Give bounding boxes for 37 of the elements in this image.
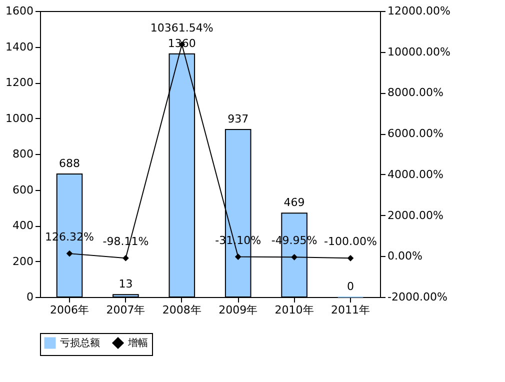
y-tick-label: 400 xyxy=(12,219,34,232)
data-label: -100.00% xyxy=(324,235,377,248)
y-tick-label: 0 xyxy=(26,290,34,304)
data-label: 937 xyxy=(228,112,249,126)
x-tick-label: 2011年 xyxy=(330,304,370,316)
legend-label: 亏损总额 xyxy=(60,337,100,349)
point xyxy=(291,254,298,260)
y2-tick-label: 4000.00% xyxy=(388,168,444,181)
y2-tick-label: 10000.00% xyxy=(388,45,450,58)
data-label: 688 xyxy=(59,157,80,170)
point xyxy=(234,254,242,260)
y-tick-label: 600 xyxy=(12,183,34,196)
y-tick-label: 1600 xyxy=(6,4,34,18)
point xyxy=(347,255,354,262)
data-label: 0 xyxy=(346,280,354,293)
data-label: 13 xyxy=(118,278,133,291)
x-tick-label: 2010年 xyxy=(274,304,314,316)
y-tick-label: 800 xyxy=(12,148,34,160)
x-tick-label: 2008年 xyxy=(162,304,202,316)
y2-tick-label: 6000.00% xyxy=(388,127,444,140)
legend-label: 增幅 xyxy=(127,337,148,349)
x-tick-label: 2009年 xyxy=(218,304,258,316)
y2-tick-label: 12000.00% xyxy=(388,4,450,18)
y2-tick-label: -2000.00% xyxy=(388,290,448,304)
x-tick-label: 2007年 xyxy=(106,304,146,316)
y-tick-label: 1400 xyxy=(6,40,34,54)
x-tick-label: 2006年 xyxy=(50,304,90,316)
y2-tick-label: 2000.00% xyxy=(388,208,444,222)
data-label: 469 xyxy=(284,196,305,210)
y-tick-label: 200 xyxy=(12,254,34,268)
y-tick-label: 1200 xyxy=(6,76,34,89)
y-tick-label: 1000 xyxy=(6,112,34,125)
data-label: 10361.54% xyxy=(150,21,214,34)
point xyxy=(122,254,129,262)
y2-tick-label: 0.00% xyxy=(388,250,422,263)
point xyxy=(66,250,73,257)
y2-tick-label: 8000.00% xyxy=(388,86,444,100)
